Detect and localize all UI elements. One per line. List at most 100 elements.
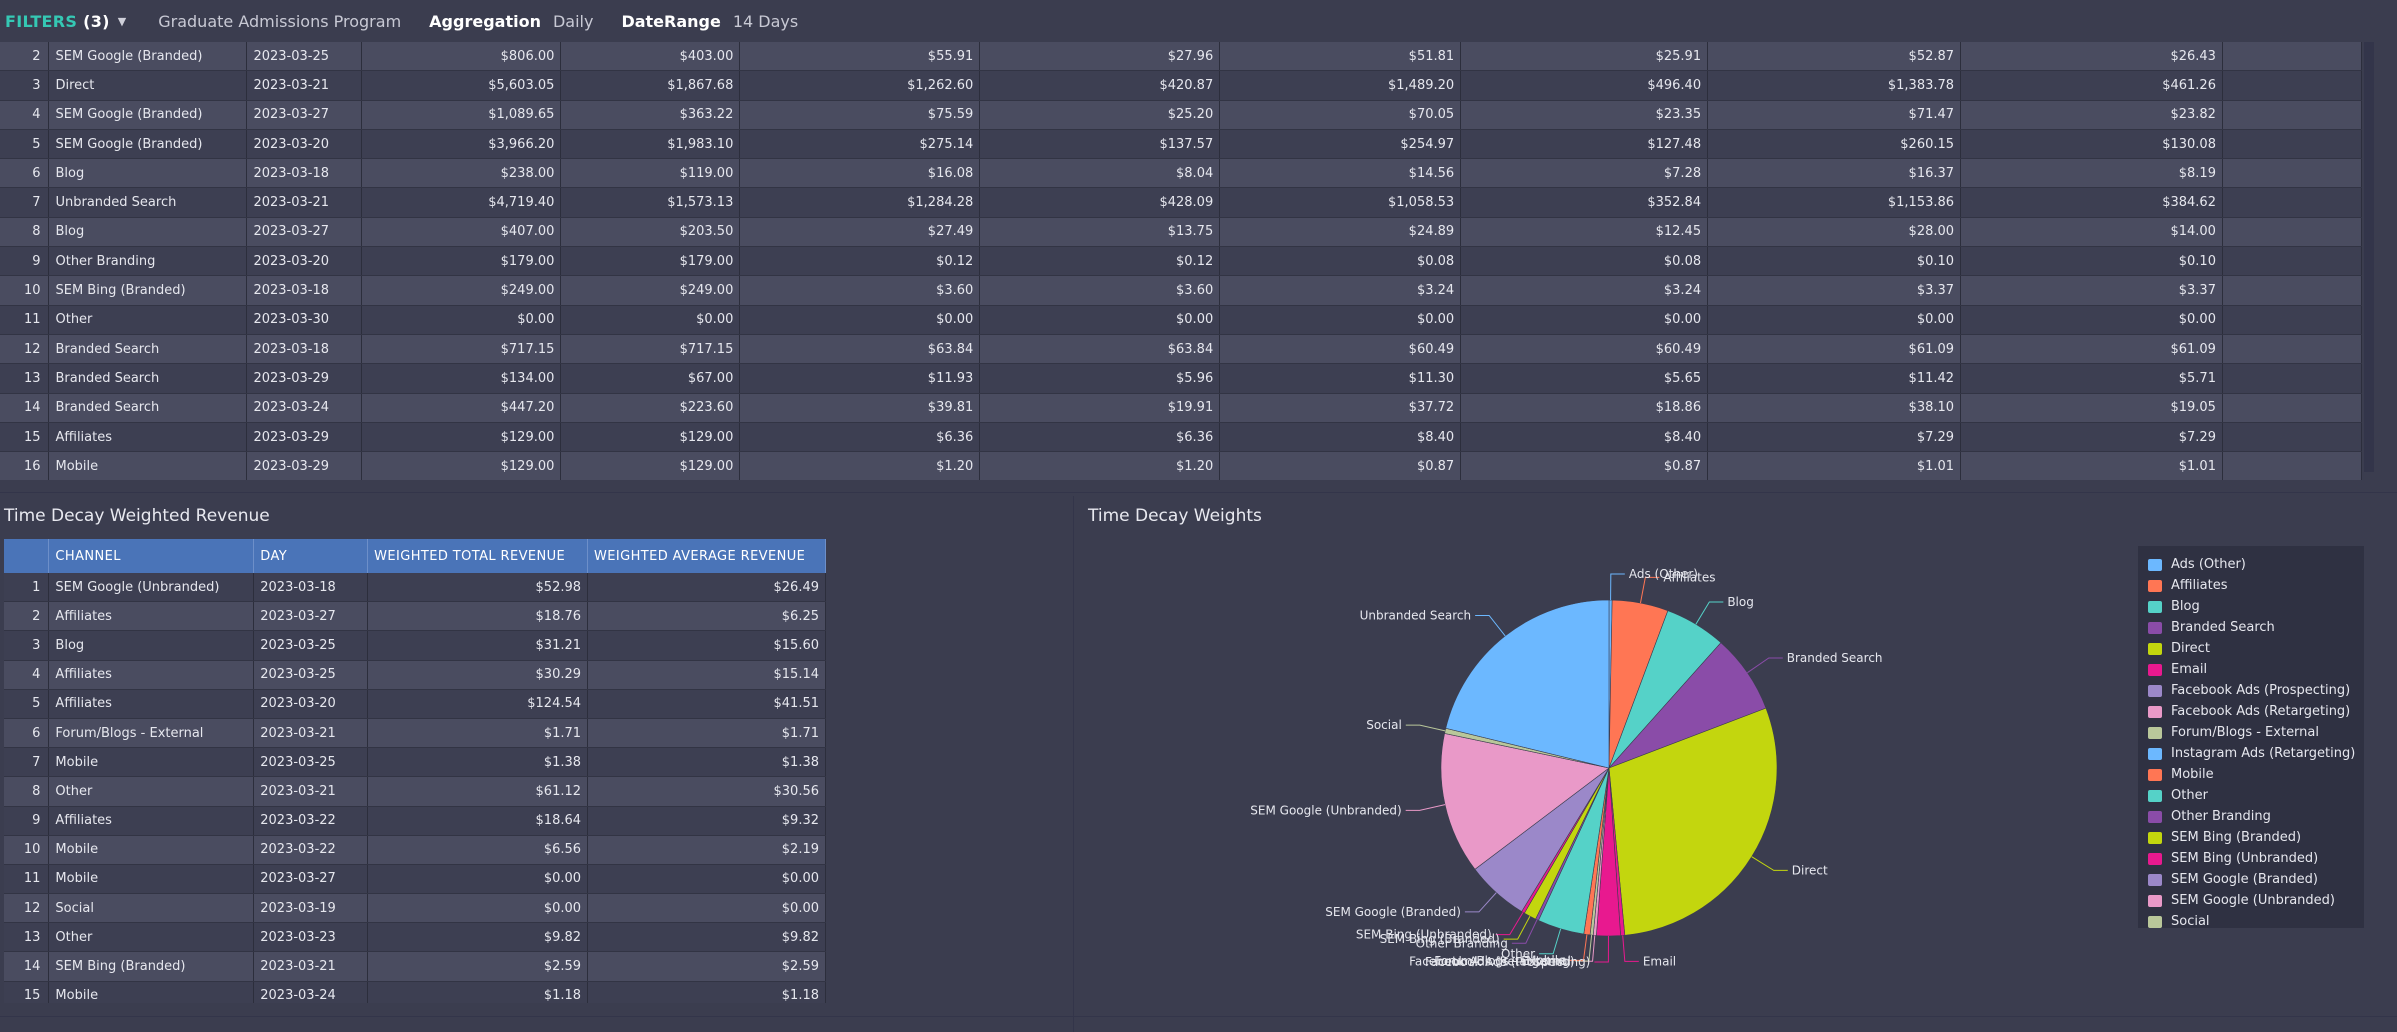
value-cell: $9.82 [367, 922, 589, 953]
table-row[interactable]: 8 Blog 2023-03-27 $407.00 $203.50 $27.49 $13.7… [0, 217, 2362, 248]
row-index: 1 [4, 573, 50, 603]
table-row[interactable]: 10 Mobile 2023-03-22 $6.56 $2.19 [4, 835, 826, 865]
chevron-down-icon[interactable]: ▼ [117, 14, 127, 28]
table-row[interactable]: 16 Mobile 2023-03-29 $129.00 $129.00 $1.20 $1.… [0, 451, 2362, 480]
table-row[interactable]: 11 Other 2023-03-30 $0.00 $0.00 $0.00 $0.00 $0.… [0, 305, 2362, 335]
row-index: 11 [0, 305, 50, 335]
table-row[interactable]: 5 Affiliates 2023-03-20 $124.54 $41.51 [4, 689, 826, 719]
day-cell: 2023-03-21 [253, 776, 369, 807]
table-row[interactable]: 11 Mobile 2023-03-27 $0.00 $0.00 [4, 864, 826, 895]
pie-slice[interactable] [1440, 733, 1610, 870]
value-cell: $1,983.10 [560, 129, 741, 160]
empty-cell [2222, 42, 2362, 72]
value-cell: $61.09 [1707, 334, 1962, 365]
weights-chart-title: Time Decay Weights [1088, 506, 1262, 526]
legend-item[interactable]: SEM Bing (Unbranded) [2138, 848, 2364, 869]
legend-item[interactable]: SEM Google (Unbranded) [2138, 890, 2364, 911]
day-cell: 2023-03-20 [253, 689, 369, 719]
value-cell: $1,262.60 [739, 70, 981, 101]
table-row[interactable]: 3 Blog 2023-03-25 $31.21 $15.60 [4, 630, 826, 661]
value-cell: $0.00 [560, 305, 741, 335]
table-row[interactable]: 6 Blog 2023-03-18 $238.00 $119.00 $16.08 $8.04… [0, 158, 2362, 189]
table-row[interactable]: 15 Mobile 2023-03-24 $1.18 $1.18 [4, 981, 826, 1003]
value-cell: $30.29 [367, 660, 589, 690]
legend-item[interactable]: Social [2138, 911, 2364, 928]
day-cell: 2023-03-19 [253, 893, 369, 924]
aggregation-value[interactable]: Daily [552, 11, 594, 31]
program-filter[interactable]: Graduate Admissions Program [158, 11, 402, 31]
table-row[interactable]: 12 Branded Search 2023-03-18 $717.15 $717.15… [0, 334, 2362, 365]
legend-item[interactable]: SEM Google (Branded) [2138, 869, 2364, 890]
weighted-total-revenue-header[interactable]: WEIGHTED TOTAL REVENUE [367, 539, 589, 573]
row-index: 15 [4, 981, 50, 1003]
table-row[interactable]: 8 Other 2023-03-21 $61.12 $30.56 [4, 776, 826, 807]
table-row[interactable]: 3 Direct 2023-03-21 $5,603.05 $1,867.68 $1,26… [0, 70, 2362, 101]
row-index: 2 [0, 42, 50, 72]
legend-label: Branded Search [2171, 620, 2275, 635]
channel-header[interactable]: CHANNEL [48, 539, 255, 573]
table-row[interactable]: 9 Affiliates 2023-03-22 $18.64 $9.32 [4, 806, 826, 836]
day-cell: 2023-03-29 [246, 451, 363, 480]
legend-item[interactable]: Instagram Ads (Retargeting) [2138, 743, 2364, 764]
legend-item[interactable]: Branded Search [2138, 617, 2364, 638]
legend-item[interactable]: Direct [2138, 638, 2364, 659]
row-index: 7 [0, 187, 50, 218]
table-row[interactable]: 4 Affiliates 2023-03-25 $30.29 $15.14 [4, 660, 826, 690]
legend-item[interactable]: Email [2138, 659, 2364, 680]
channel-cell: Branded Search [48, 334, 248, 365]
channel-cell: Other [48, 922, 255, 953]
value-cell: $124.54 [367, 689, 589, 719]
table-row[interactable]: 2 SEM Google (Branded) 2023-03-25 $806.00 $4… [0, 42, 2362, 72]
table-row[interactable]: 6 Forum/Blogs - External 2023-03-21 $1.71 $1… [4, 718, 826, 749]
weighted-average-revenue-header[interactable]: WEIGHTED AVERAGE REVENUE [587, 539, 826, 573]
table-row[interactable]: 4 SEM Google (Branded) 2023-03-27 $1,089.65… [0, 100, 2362, 130]
legend-item[interactable]: SEM Bing (Branded) [2138, 827, 2364, 848]
legend-item[interactable]: Other Branding [2138, 806, 2364, 827]
pie-slice[interactable] [1608, 707, 1778, 936]
table-row[interactable]: 12 Social 2023-03-19 $0.00 $0.00 [4, 893, 826, 924]
row-index: 13 [0, 363, 50, 394]
value-cell: $0.00 [587, 893, 826, 924]
table-row[interactable]: 14 SEM Bing (Branded) 2023-03-21 $2.59 $2.59 [4, 951, 826, 982]
legend-item[interactable]: Blog [2138, 596, 2364, 617]
legend-label: Social [2171, 914, 2210, 928]
legend-item[interactable]: Facebook Ads (Retargeting) [2138, 701, 2364, 722]
value-cell: $129.00 [361, 422, 562, 453]
chart-legend[interactable]: Ads (Other) Affiliates Blog Branded Search D… [2138, 546, 2364, 928]
legend-item[interactable]: Mobile [2138, 764, 2364, 785]
filters-button[interactable]: FILTERS (3) [5, 12, 110, 31]
table-row[interactable]: 2 Affiliates 2023-03-27 $18.76 $6.25 [4, 601, 826, 632]
table-row[interactable]: 5 SEM Google (Branded) 2023-03-20 $3,966.20… [0, 129, 2362, 160]
slice-label: SEM Google (Branded) [1325, 905, 1461, 919]
row-index: 12 [4, 893, 50, 924]
legend-item[interactable]: Other [2138, 785, 2364, 806]
table-row[interactable]: 10 SEM Bing (Branded) 2023-03-18 $249.00 $24… [0, 275, 2362, 306]
table-row[interactable]: 7 Unbranded Search 2023-03-21 $4,719.40 $1,5… [0, 187, 2362, 218]
value-cell: $1.38 [587, 747, 826, 778]
value-cell: $407.00 [361, 217, 562, 248]
table-row[interactable]: 15 Affiliates 2023-03-29 $129.00 $129.00 $6.3… [0, 422, 2362, 453]
daterange-value[interactable]: 14 Days [732, 11, 799, 31]
table-row[interactable]: 7 Mobile 2023-03-25 $1.38 $1.38 [4, 747, 826, 778]
value-cell: $6.36 [979, 422, 1221, 453]
value-cell: $0.87 [1460, 451, 1709, 480]
legend-item[interactable]: Affiliates [2138, 575, 2364, 596]
value-cell: $249.00 [361, 275, 562, 306]
legend-item[interactable]: Ads (Other) [2138, 554, 2364, 575]
bottom-table-scrollbar[interactable] [828, 539, 834, 999]
table-row[interactable]: 14 Branded Search 2023-03-24 $447.20 $223.60… [0, 393, 2362, 423]
empty-cell [2222, 363, 2362, 394]
table-row[interactable]: 13 Other 2023-03-23 $9.82 $9.82 [4, 922, 826, 953]
value-cell: $3.24 [1460, 275, 1709, 306]
legend-item[interactable]: Forum/Blogs - External [2138, 722, 2364, 743]
table-row[interactable]: 9 Other Branding 2023-03-20 $179.00 $179.00 $… [0, 246, 2362, 277]
day-header[interactable]: DAY [253, 539, 369, 573]
legend-item[interactable]: Facebook Ads (Prospecting) [2138, 680, 2364, 701]
legend-swatch [2148, 600, 2162, 613]
table-row[interactable]: 1 SEM Google (Unbranded) 2023-03-18 $52.98 $… [4, 573, 826, 603]
top-table-scrollbar[interactable] [2364, 42, 2374, 472]
row-index: 3 [4, 630, 50, 661]
pie-slice[interactable] [1445, 599, 1610, 769]
table-row[interactable]: 13 Branded Search 2023-03-29 $134.00 $67.00 $… [0, 363, 2362, 394]
row-index: 13 [4, 922, 50, 953]
